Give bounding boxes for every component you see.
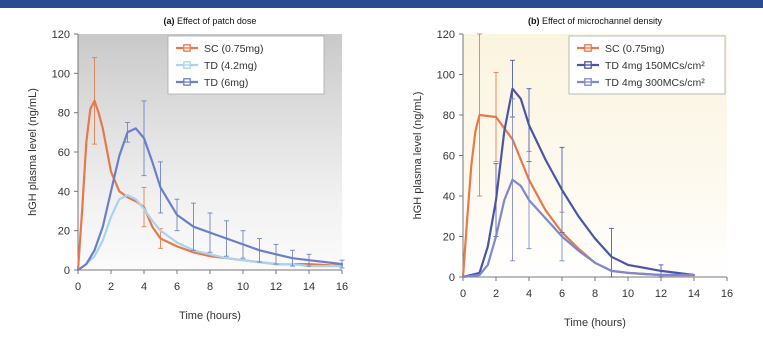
y-tick-label: 20 xyxy=(58,226,70,238)
y-tick-label: 40 xyxy=(443,191,455,203)
panel-title-tag: (a) xyxy=(164,16,175,26)
y-tick-label: 100 xyxy=(437,70,455,82)
x-tick-label: 10 xyxy=(622,288,634,300)
x-tick-label: 6 xyxy=(174,281,180,293)
panel-title-text: Effect of microchannel density xyxy=(540,16,663,26)
x-axis-title: Time (hours) xyxy=(564,317,626,329)
x-tick-label: 8 xyxy=(207,281,213,293)
series-line xyxy=(76,127,344,272)
y-tick-label: 60 xyxy=(443,151,455,163)
header-bar xyxy=(0,0,763,8)
x-tick-label: 2 xyxy=(108,281,114,293)
y-tick-label: 0 xyxy=(64,265,70,277)
x-tick-label: 14 xyxy=(688,288,700,300)
y-axis-title: hGH plasma level (ng/mL) xyxy=(27,88,39,216)
x-tick-label: 8 xyxy=(592,288,598,300)
x-tick-label: 16 xyxy=(721,288,733,300)
panel-title: (a) Effect of patch dose xyxy=(164,16,257,26)
x-tick-label: 2 xyxy=(493,288,499,300)
x-tick-label: 12 xyxy=(270,281,282,293)
legend-entry: TD (4.2mg) xyxy=(204,60,257,72)
x-tick-label: 4 xyxy=(526,288,532,300)
series-2 xyxy=(76,194,344,272)
y-tick-label: 20 xyxy=(443,232,455,244)
y-tick-label: 0 xyxy=(449,272,455,284)
legend-entry: SC (0.75mg) xyxy=(204,43,264,55)
series-3 xyxy=(461,98,696,279)
series-3 xyxy=(76,100,345,272)
y-tick-label: 80 xyxy=(443,110,455,122)
y-tick-label: 120 xyxy=(52,29,70,41)
x-tick-label: 4 xyxy=(141,281,147,293)
legend-entry: SC (0.75mg) xyxy=(605,43,665,55)
series-line xyxy=(461,87,696,279)
panel-title-tag: (b) xyxy=(528,16,540,26)
legend-entry: TD 4mg 300MCs/cm² xyxy=(605,77,705,89)
series-line xyxy=(76,194,344,272)
chart-b: 0 20 40 60 80 100 120 0 2 4 6 8 10 12 14 16 Time (hours)… xyxy=(412,16,733,329)
legend-entry: TD (6mg) xyxy=(204,77,248,89)
y-tick-label: 120 xyxy=(437,29,455,41)
x-tick-label: 16 xyxy=(336,281,348,293)
y-tick-label: 80 xyxy=(58,108,70,120)
x-tick-label: 10 xyxy=(237,281,249,293)
y-axis-title: hGH plasma level (ng/mL) xyxy=(412,92,424,220)
panel-title-text: Effect of patch dose xyxy=(175,16,257,26)
x-axis-title: Time (hours) xyxy=(179,310,241,322)
x-tick-label: 12 xyxy=(655,288,667,300)
panel-title: (b) Effect of microchannel density xyxy=(528,16,662,26)
chart-a: 0 20 40 60 80 100 120 0 2 4 6 8 10 12 14 16 Time (hours)… xyxy=(27,16,348,322)
x-tick-label: 14 xyxy=(303,281,315,293)
y-tick-label: 40 xyxy=(58,186,70,198)
x-tick-label: 6 xyxy=(559,288,565,300)
x-tick-label: 0 xyxy=(75,281,81,293)
y-tick-label: 60 xyxy=(58,147,70,159)
series-line xyxy=(461,178,696,279)
x-tick-label: 0 xyxy=(460,288,466,300)
legend-entry: TD 4mg 150MCs/cm² xyxy=(605,60,705,72)
y-tick-label: 100 xyxy=(52,68,70,80)
